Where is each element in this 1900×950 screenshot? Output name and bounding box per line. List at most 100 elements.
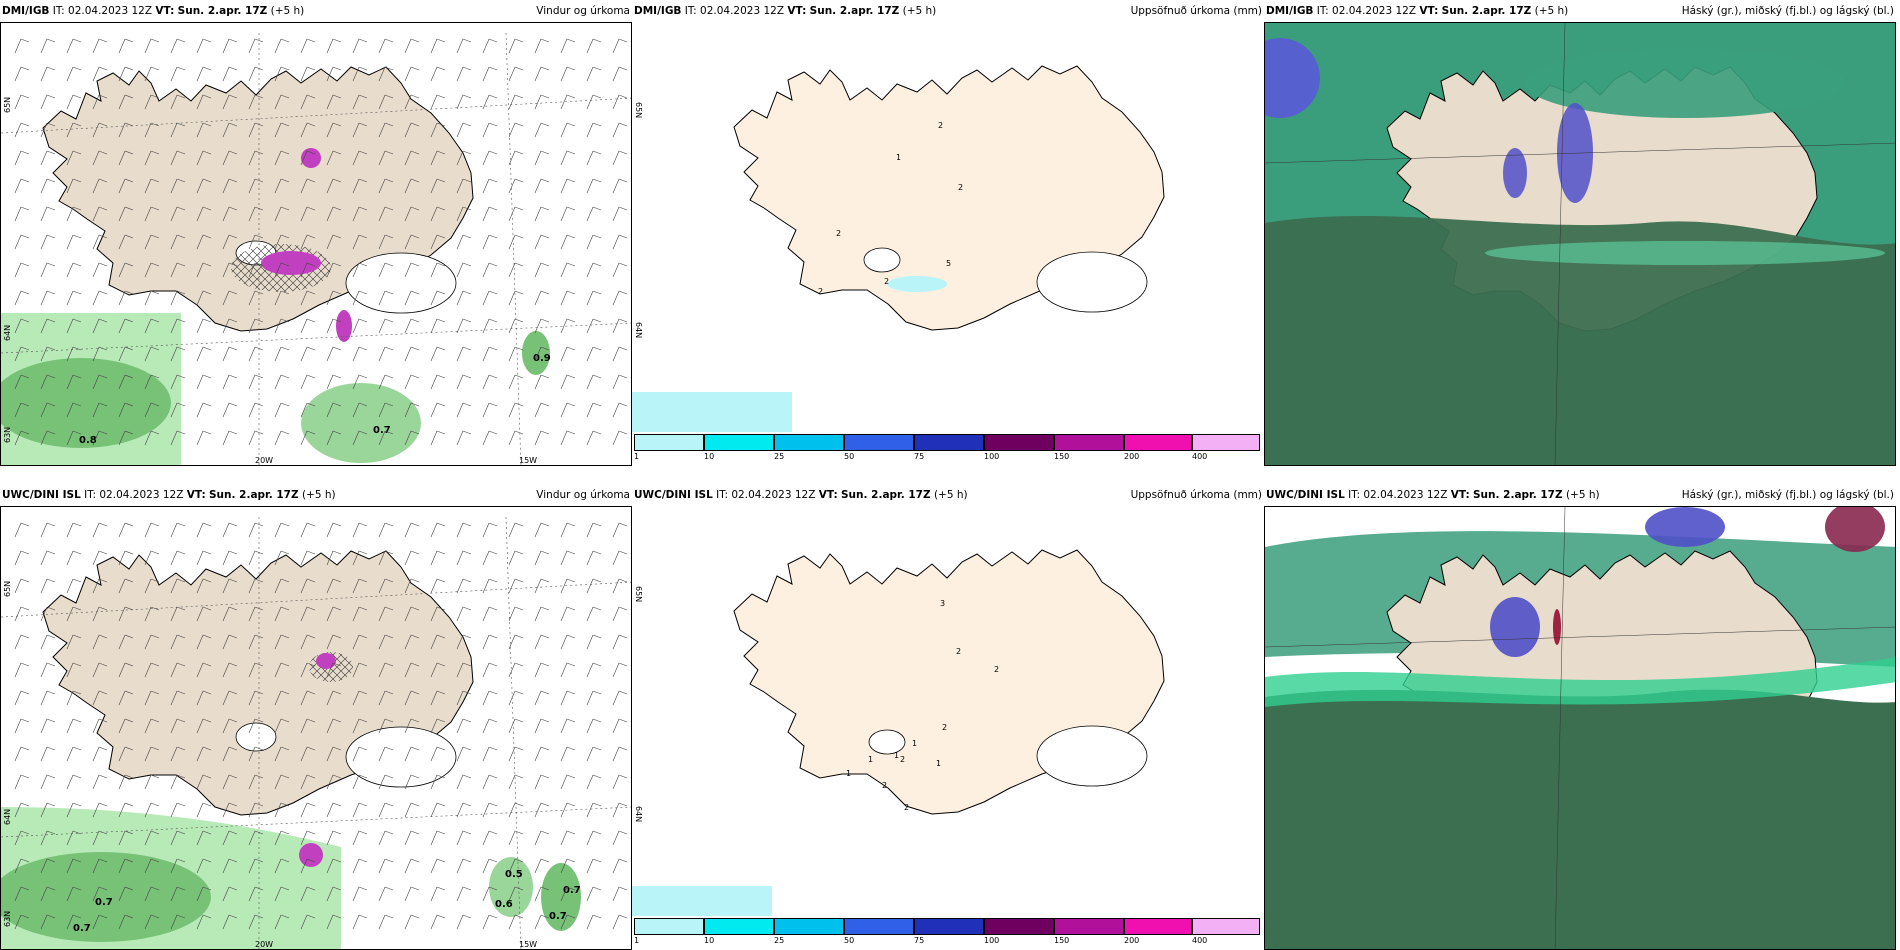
wind-barb — [40, 430, 56, 446]
wind-barb — [404, 550, 420, 566]
wind-barb — [144, 718, 160, 734]
wind-barb — [40, 150, 56, 166]
colorbar-tick: 75 — [914, 452, 925, 461]
wind-barb — [612, 858, 628, 874]
wind-barb — [196, 662, 212, 678]
wind-barb — [196, 830, 212, 846]
wind-barb — [326, 346, 342, 362]
wind-barb — [586, 402, 602, 418]
wind-barb — [586, 178, 602, 194]
lat-label: 65N — [3, 97, 12, 113]
wind-barb — [326, 690, 342, 706]
precip-map[interactable]: 3 2 2 2 1 1 2 1 1 1 2 2 65N 64N — [632, 506, 1264, 950]
wind-barb — [404, 606, 420, 622]
wind-barb — [274, 122, 290, 138]
wind-barb — [560, 94, 576, 110]
vt-label: VT: — [1450, 489, 1470, 501]
vt-label: VT: — [818, 489, 838, 501]
wind-barb — [430, 718, 446, 734]
lead-time: (+5 h) — [902, 5, 937, 17]
wind-barb — [248, 290, 264, 306]
wind-barb — [170, 346, 186, 362]
wind-barb — [222, 94, 238, 110]
wind-barb — [40, 690, 56, 706]
wind-barb — [196, 718, 212, 734]
wind-barb — [274, 262, 290, 278]
wind-barb — [612, 318, 628, 334]
wind-barb — [40, 802, 56, 818]
wind-barb — [170, 550, 186, 566]
precip-map[interactable]: 2 1 2 2 2 2 5 65N 64N — [632, 22, 1264, 466]
colorbar-swatch — [634, 434, 704, 451]
wind-barb — [430, 318, 446, 334]
colorbar-swatch — [914, 918, 984, 935]
value-label: 2 — [958, 183, 963, 192]
wind-barb — [170, 206, 186, 222]
cloud-blue — [1490, 597, 1540, 657]
wind-barb — [14, 234, 30, 250]
wind-barb — [508, 690, 524, 706]
wind-barb — [534, 886, 550, 902]
wind-barb — [248, 374, 264, 390]
value-label: 2 — [938, 121, 943, 130]
wind-barb — [430, 122, 446, 138]
value-label: 1 — [912, 739, 917, 748]
wind-barb — [326, 914, 342, 930]
wind-map[interactable]: 0.7 0.7 0.5 0.6 0.7 0.7 65N 64N 63N 20W … — [0, 506, 632, 950]
value-label: 0.5 — [505, 869, 523, 880]
cloud-map[interactable] — [1264, 22, 1896, 466]
wind-barb — [404, 634, 420, 650]
cloud-map[interactable] — [1264, 506, 1896, 950]
value-label: 0.9 — [533, 353, 551, 364]
wind-barb — [248, 914, 264, 930]
wind-barb — [248, 802, 264, 818]
wind-barb — [430, 430, 446, 446]
wind-barb — [482, 718, 498, 734]
wind-map[interactable]: 0.8 0.7 0.9 65N 64N 63N 20W 15W — [0, 22, 632, 466]
wind-barb — [14, 662, 30, 678]
wind-barb — [170, 262, 186, 278]
wind-barb — [430, 206, 446, 222]
grid-line-lat — [1, 806, 631, 838]
wind-barb — [66, 178, 82, 194]
wind-barb — [196, 774, 212, 790]
wind-barb — [560, 66, 576, 82]
wind-barb — [404, 858, 420, 874]
wind-barb — [352, 290, 368, 306]
wind-barb — [14, 578, 30, 594]
wind-barb — [66, 858, 82, 874]
wind-barb — [66, 346, 82, 362]
wind-barb — [66, 886, 82, 902]
wind-barb — [560, 290, 576, 306]
wind-barb — [612, 38, 628, 54]
wind-barb — [196, 886, 212, 902]
wind-barb — [222, 578, 238, 594]
wind-barb — [222, 746, 238, 762]
wind-barb — [66, 802, 82, 818]
wind-barb — [404, 662, 420, 678]
wind-barb — [508, 550, 524, 566]
wind-barb — [196, 606, 212, 622]
wind-barb — [66, 402, 82, 418]
wind-barb — [586, 746, 602, 762]
wind-barb — [274, 66, 290, 82]
wind-barb — [248, 886, 264, 902]
wind-barb — [482, 690, 498, 706]
wind-barb — [430, 150, 446, 166]
wind-barb — [430, 858, 446, 874]
init-time: 02.04.2023 12Z — [68, 5, 153, 17]
magenta-precip-1 — [316, 653, 336, 669]
wind-barb — [612, 578, 628, 594]
wind-barb — [612, 522, 628, 538]
wind-barb — [378, 206, 394, 222]
wind-barb — [144, 606, 160, 622]
wind-barb — [92, 38, 108, 54]
wind-barb — [170, 606, 186, 622]
wind-barb — [40, 234, 56, 250]
panel-title: Háský (gr.), miðský (fj.bl.) og lágský (… — [1681, 489, 1894, 501]
wind-barb — [352, 858, 368, 874]
wind-barb — [196, 150, 212, 166]
wind-barb — [92, 374, 108, 390]
wind-barb — [612, 718, 628, 734]
wind-barb — [92, 178, 108, 194]
